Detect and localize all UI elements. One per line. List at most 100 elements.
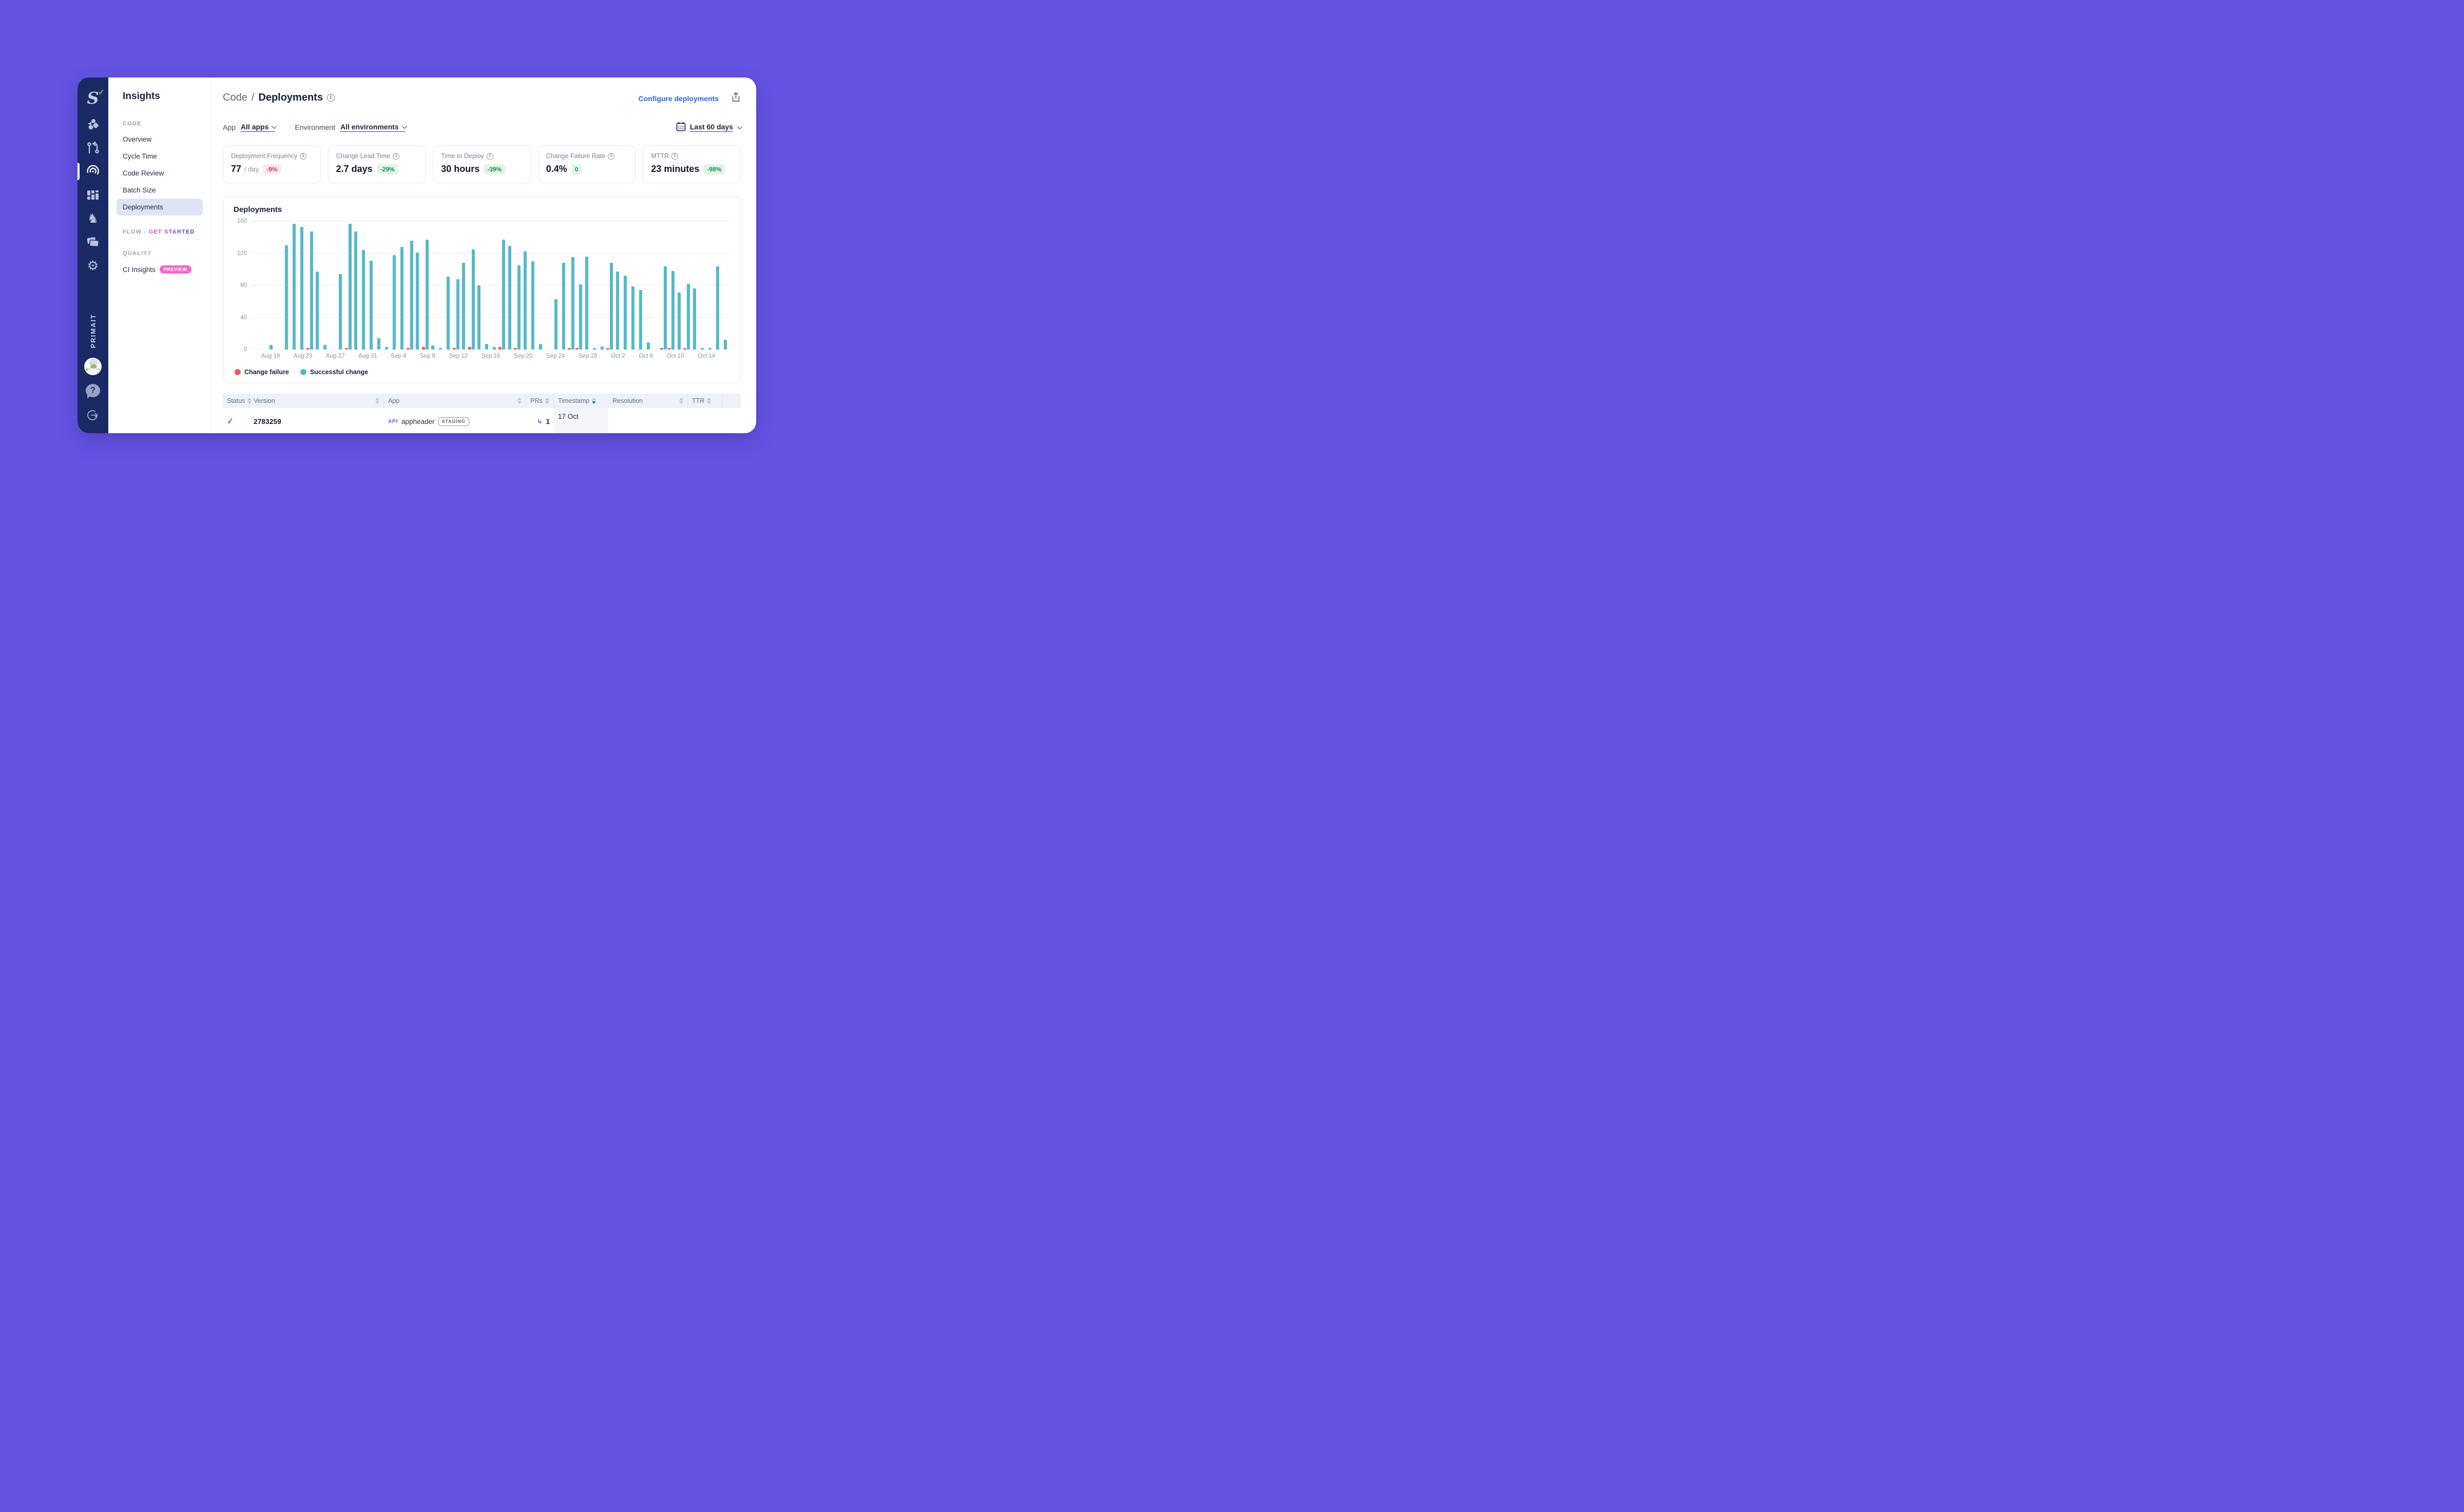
pull-request-link-icon[interactable]: ↳ xyxy=(537,418,543,425)
chart-bar-failure xyxy=(606,347,610,350)
chart-day-slot xyxy=(590,221,598,350)
ttr-cell xyxy=(688,408,723,433)
x-axis-tick-label xyxy=(724,353,729,360)
user-avatar[interactable] xyxy=(84,357,102,376)
column-header-version[interactable]: Version xyxy=(249,394,384,408)
chart-bar-success xyxy=(493,347,496,350)
x-axis-tick-label xyxy=(542,353,546,360)
chart-day-slot xyxy=(437,221,445,350)
x-axis-tick-label xyxy=(284,353,289,360)
chart-bar-success xyxy=(623,276,627,350)
sidebar-item-overview[interactable]: Overview xyxy=(123,135,152,143)
column-header-timestamp[interactable]: Timestamp xyxy=(554,394,608,408)
environment-chip: STAGING xyxy=(438,417,469,426)
rail-item-dashboards[interactable] xyxy=(78,187,108,203)
x-axis-tick-label xyxy=(720,353,724,360)
rail-item-insights[interactable] xyxy=(78,163,108,180)
rail-item-game-plan[interactable]: ♞ xyxy=(78,211,108,226)
table-row[interactable]: ✓ 2783259 API appheader STAGING ↳ 1 17 O… xyxy=(223,408,741,433)
preview-badge: PREVIEW xyxy=(159,265,191,274)
rail-item-reports[interactable] xyxy=(78,235,108,250)
x-axis-tick-label xyxy=(602,353,607,360)
chart-bar-failure xyxy=(660,347,664,350)
x-axis-tick-label xyxy=(598,353,602,360)
sort-icon[interactable] xyxy=(545,398,549,404)
column-header-resolution[interactable]: Resolution xyxy=(608,394,688,408)
x-axis-tick-label xyxy=(344,353,349,360)
logout-button[interactable] xyxy=(78,408,108,423)
sort-icon[interactable] xyxy=(517,398,522,404)
chart-bar-success xyxy=(600,346,604,350)
sort-icon[interactable] xyxy=(247,398,252,404)
metric-card-time-to-deploy: Time to Deploy i 30 hours -39% xyxy=(433,145,531,183)
sidebar-item-cycle-time[interactable]: Cycle Time xyxy=(123,152,157,160)
copies-icon xyxy=(86,236,100,248)
chart-day-slot xyxy=(468,221,475,350)
info-icon[interactable]: i xyxy=(608,152,615,160)
insights-target-icon xyxy=(86,164,100,179)
sort-icon-active[interactable] xyxy=(592,398,596,404)
share-icon[interactable] xyxy=(731,92,741,105)
chart-bar-success xyxy=(554,299,557,350)
swarmia-logo[interactable]: S ✔ xyxy=(87,88,105,108)
sort-icon[interactable] xyxy=(707,398,711,404)
info-icon[interactable]: i xyxy=(393,152,400,160)
prs-cell: ↳ 1 xyxy=(537,417,550,425)
pull-request-icon xyxy=(86,141,100,154)
rail-item-teams[interactable] xyxy=(78,117,108,132)
environment-filter-dropdown[interactable]: All environments xyxy=(340,123,407,132)
chart-day-slot xyxy=(375,221,383,350)
breadcrumb-code[interactable]: Code xyxy=(223,92,247,103)
sidebar-item-ci-insights[interactable]: CI Insights PREVIEW xyxy=(117,261,203,278)
calendar-icon xyxy=(676,122,686,133)
chart-bar-success xyxy=(677,293,681,350)
configure-deployments-link[interactable]: Configure deployments xyxy=(638,94,719,103)
sidebar-item-deployments[interactable]: Deployments xyxy=(117,199,203,216)
chart-bar-success xyxy=(471,249,475,350)
chart-bar-success xyxy=(502,239,506,350)
chart-bar-success xyxy=(592,347,596,350)
x-axis-tick-label: Aug 23 xyxy=(293,353,313,359)
chart-bar-success xyxy=(687,283,690,350)
metric-card-mttr: MTTR i 23 minutes -98% xyxy=(643,145,741,183)
metric-card-deployment-frequency: Deployment Frequency i 77/ day -9% xyxy=(223,145,321,183)
chart-bar-failure xyxy=(668,347,671,350)
date-range-picker[interactable]: Last 60 days xyxy=(676,122,742,133)
column-header-app[interactable]: App xyxy=(384,394,526,408)
chart-day-slot xyxy=(321,221,329,350)
rail-item-pull-requests[interactable] xyxy=(78,140,108,156)
x-axis-tick-label xyxy=(505,353,509,360)
flow-get-started-link[interactable]: GET STARTED xyxy=(148,229,195,235)
main-content: Code / Deployments i Configure deploymen… xyxy=(211,77,756,433)
sort-icon[interactable] xyxy=(679,398,683,404)
x-axis-tick-label: Sep 16 xyxy=(481,353,500,359)
legend-successful-change: Successful change xyxy=(300,369,368,376)
info-icon[interactable]: i xyxy=(300,152,307,160)
x-axis-tick-label: Sep 4 xyxy=(391,353,407,359)
logout-icon xyxy=(87,409,99,421)
insights-sidebar: Insights CODE Overview Cycle Time Code R… xyxy=(108,77,211,433)
column-header-ttr[interactable]: TTR xyxy=(688,394,723,408)
chart-bar-failure xyxy=(468,347,471,350)
column-header-prs[interactable]: PRs xyxy=(526,394,554,408)
help-icon[interactable]: ? xyxy=(86,384,100,397)
chart-bar-failure xyxy=(421,347,425,350)
x-axis-tick-label: Aug 27 xyxy=(326,353,345,359)
y-axis-tick-label: 40 xyxy=(240,314,247,321)
info-icon[interactable]: i xyxy=(671,152,679,160)
x-axis-tick-label: Sep 20 xyxy=(514,353,533,359)
app-filter-dropdown[interactable]: All apps xyxy=(240,123,277,132)
chart-day-slot xyxy=(652,221,660,350)
sort-icon[interactable] xyxy=(375,398,379,404)
x-axis-tick-label: Oct 14 xyxy=(698,353,716,359)
column-header-status[interactable]: Status xyxy=(223,394,252,408)
sidebar-item-batch-size[interactable]: Batch Size xyxy=(123,186,156,194)
chart-bar-success xyxy=(385,347,389,350)
x-axis-tick-label: Aug 19 xyxy=(261,353,280,359)
sidebar-item-code-review[interactable]: Code Review xyxy=(123,169,164,177)
breadcrumb: Code / Deployments i xyxy=(223,92,335,104)
page-info-icon[interactable]: i xyxy=(326,94,335,102)
rail-item-settings[interactable]: ⚙ xyxy=(78,258,108,274)
info-icon[interactable]: i xyxy=(486,152,493,160)
x-axis-tick-label xyxy=(509,353,514,360)
